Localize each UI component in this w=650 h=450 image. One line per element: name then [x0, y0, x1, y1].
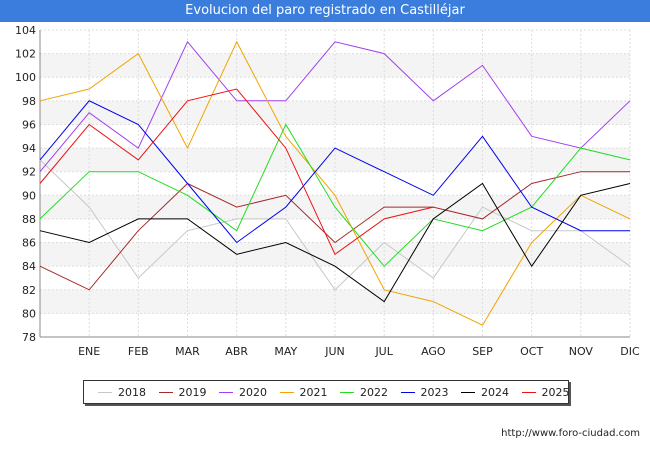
- y-tick-label: 80: [22, 307, 36, 320]
- grid-band: [40, 289, 630, 314]
- legend-item-2024: 2024: [461, 381, 509, 403]
- legend-swatch: [219, 391, 233, 393]
- x-tick-label: JUL: [374, 345, 393, 358]
- series-line-2024: [39, 182, 631, 303]
- x-tick-label: MAR: [175, 345, 200, 358]
- x-tick-label: DIC: [620, 345, 640, 358]
- y-tick-label: 96: [22, 118, 36, 131]
- legend-label: 2022: [360, 385, 388, 399]
- series-line-2018: [39, 159, 631, 291]
- legend-label: 2019: [178, 385, 207, 399]
- legend-item-2025: 2025: [521, 381, 570, 403]
- legend-label: 2023: [420, 385, 449, 399]
- x-tick-label: SEP: [472, 345, 493, 358]
- x-tick-label: OCT: [520, 345, 543, 358]
- legend-swatch: [400, 391, 415, 393]
- legend-item-2023: 2023: [400, 381, 449, 403]
- series-line-2025: [39, 88, 434, 256]
- legend-swatch: [98, 391, 112, 393]
- chart-title: Evolucion del paro registrado en Castill…: [0, 0, 650, 22]
- x-tick-label: ABR: [225, 345, 248, 358]
- x-tick-label: FEB: [128, 345, 149, 358]
- x-tick-label: NOV: [569, 345, 594, 358]
- y-tick-label: 84: [22, 260, 36, 273]
- grid-band: [40, 100, 630, 125]
- legend-label: 2021: [299, 385, 328, 399]
- grid-band: [40, 53, 630, 78]
- x-tick-label: MAY: [274, 345, 297, 358]
- y-tick-label: 104: [15, 24, 36, 37]
- legend-swatch: [521, 391, 536, 393]
- legend-label: 2020: [239, 385, 267, 399]
- source-url: http://www.foro-ciudad.com: [501, 428, 640, 439]
- x-tick-label: JUN: [324, 345, 345, 358]
- y-tick-label: 92: [22, 166, 36, 179]
- legend: 2018 2019 2020 2021 2022 2023 2024 2025: [83, 380, 570, 404]
- legend-swatch: [279, 391, 294, 393]
- legend-item-2019: 2019: [158, 381, 207, 403]
- legend-label: 2024: [481, 385, 509, 399]
- x-tick-label: ENE: [78, 345, 100, 358]
- legend-swatch: [461, 391, 475, 393]
- y-tick-label: 78: [22, 331, 36, 344]
- y-tick-label: 100: [15, 71, 36, 84]
- y-tick-label: 102: [15, 48, 36, 61]
- y-tick-label: 88: [22, 213, 36, 226]
- legend-label: 2025: [541, 385, 570, 399]
- legend-swatch: [158, 391, 173, 393]
- series-line-2023: [39, 100, 630, 244]
- y-tick-label: 94: [22, 142, 36, 155]
- series-line-2020: [39, 40, 631, 173]
- series-line-2019: [39, 171, 630, 291]
- y-tick-label: 98: [22, 95, 36, 108]
- legend-item-2022: 2022: [340, 381, 388, 403]
- legend-swatch: [340, 391, 354, 393]
- legend-item-2020: 2020: [219, 381, 267, 403]
- series-line-2021: [39, 40, 631, 326]
- legend-item-2018: 2018: [98, 381, 146, 403]
- legend-item-2021: 2021: [279, 381, 328, 403]
- y-tick-label: 86: [22, 237, 36, 250]
- x-tick-label: AGO: [421, 345, 446, 358]
- legend-label: 2018: [118, 385, 146, 399]
- y-tick-label: 82: [22, 284, 36, 297]
- y-tick-label: 90: [22, 189, 36, 202]
